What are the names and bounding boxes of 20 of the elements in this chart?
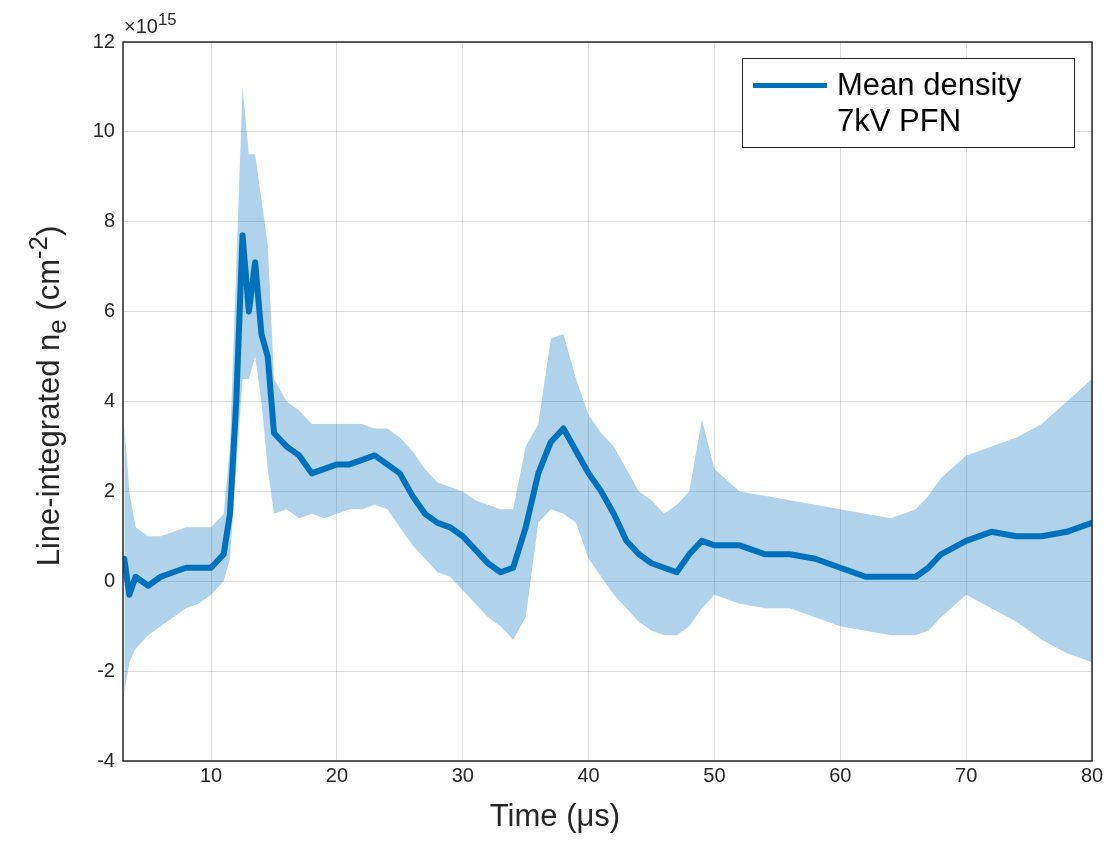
y-tick-label: 10 bbox=[92, 119, 115, 142]
y-tick-label: 8 bbox=[103, 209, 115, 232]
x-tick-label: 20 bbox=[325, 763, 349, 786]
y-tick-label: 6 bbox=[103, 299, 115, 322]
y-tick-label: -2 bbox=[97, 658, 115, 681]
text: ×10$^{15}$ bbox=[124, 10, 177, 38]
x-tick-label: 70 bbox=[955, 763, 978, 786]
x-tick-label: 60 bbox=[829, 763, 852, 786]
legend-label: Mean density 7kV PFN bbox=[837, 67, 1023, 139]
x-tick-label: 30 bbox=[451, 763, 474, 786]
y-tick-label: 4 bbox=[103, 389, 115, 412]
x-axis-title: Time (μs) bbox=[488, 798, 622, 834]
x-tick-label: 50 bbox=[703, 763, 726, 786]
x-tick-label: 10 bbox=[199, 763, 223, 786]
y-tick-label: 2 bbox=[103, 478, 115, 501]
y-tick-label: -4 bbox=[97, 748, 115, 771]
x-tick-label: 40 bbox=[577, 763, 600, 786]
y-tick-label: 12 bbox=[92, 29, 115, 52]
x-tick-label: 80 bbox=[1080, 763, 1104, 786]
y-tick-label: 0 bbox=[103, 568, 115, 591]
